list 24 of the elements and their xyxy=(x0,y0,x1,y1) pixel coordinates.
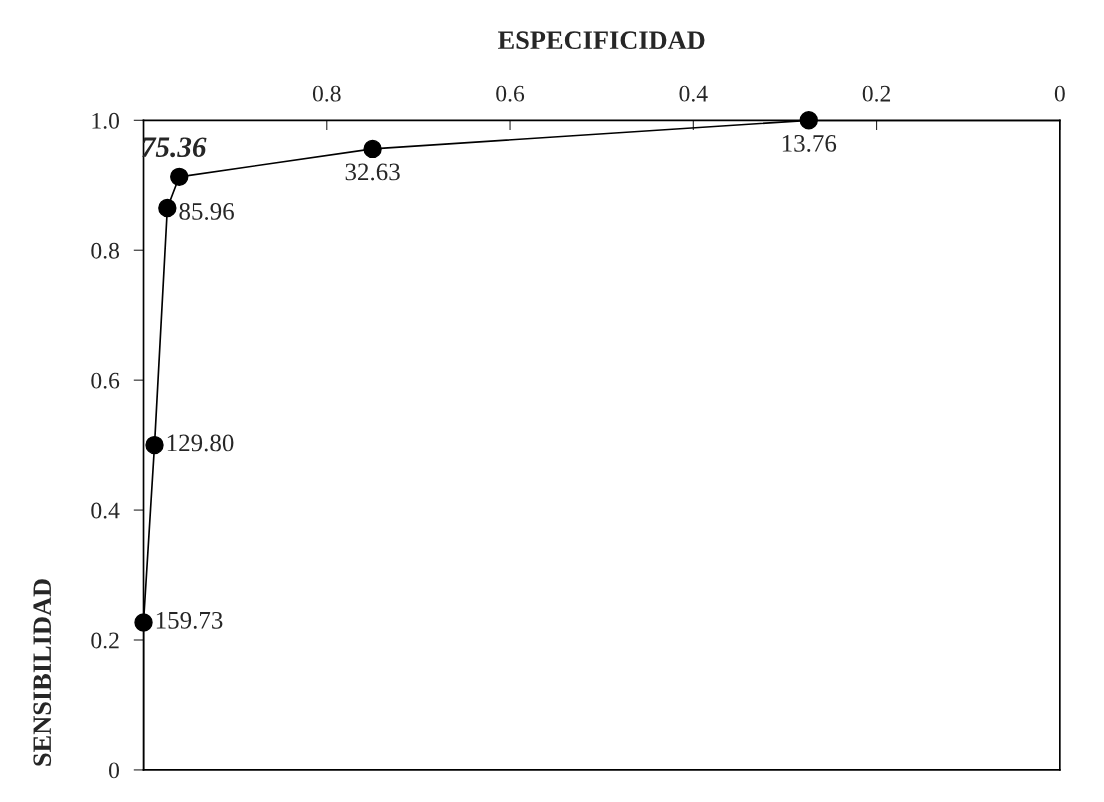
x-tick-label: 0.6 xyxy=(496,85,525,102)
annotation: 32.63 xyxy=(345,163,400,181)
x-tick-label: 0.8 xyxy=(312,85,341,102)
point xyxy=(134,613,153,632)
x-tick-label: 0 xyxy=(1054,85,1065,102)
annotation: 13.76 xyxy=(782,134,837,152)
annotation: 159.73 xyxy=(156,611,223,629)
y-axis-title: SENSIBILIDAD xyxy=(33,579,52,766)
point xyxy=(158,198,177,218)
y-tick-label: 0.4 xyxy=(91,502,120,519)
point xyxy=(145,435,164,455)
y-tick-label: 0.6 xyxy=(91,372,120,389)
y-tick-label: 0 xyxy=(109,762,120,779)
x-axis-title: ESPECIFICIDAD xyxy=(498,31,705,50)
point xyxy=(799,111,818,130)
y-tick-label: 0.8 xyxy=(91,242,120,259)
point xyxy=(170,167,189,186)
point xyxy=(363,139,382,159)
x-tick-label: 0.4 xyxy=(679,85,708,102)
y-tick-label: 1.0 xyxy=(92,112,120,129)
annotation: 129.80 xyxy=(167,434,234,452)
annotation: 85.96 xyxy=(179,202,234,220)
x-tick-label: 0.2 xyxy=(862,85,891,102)
y-tick-label: 0.2 xyxy=(91,632,119,649)
